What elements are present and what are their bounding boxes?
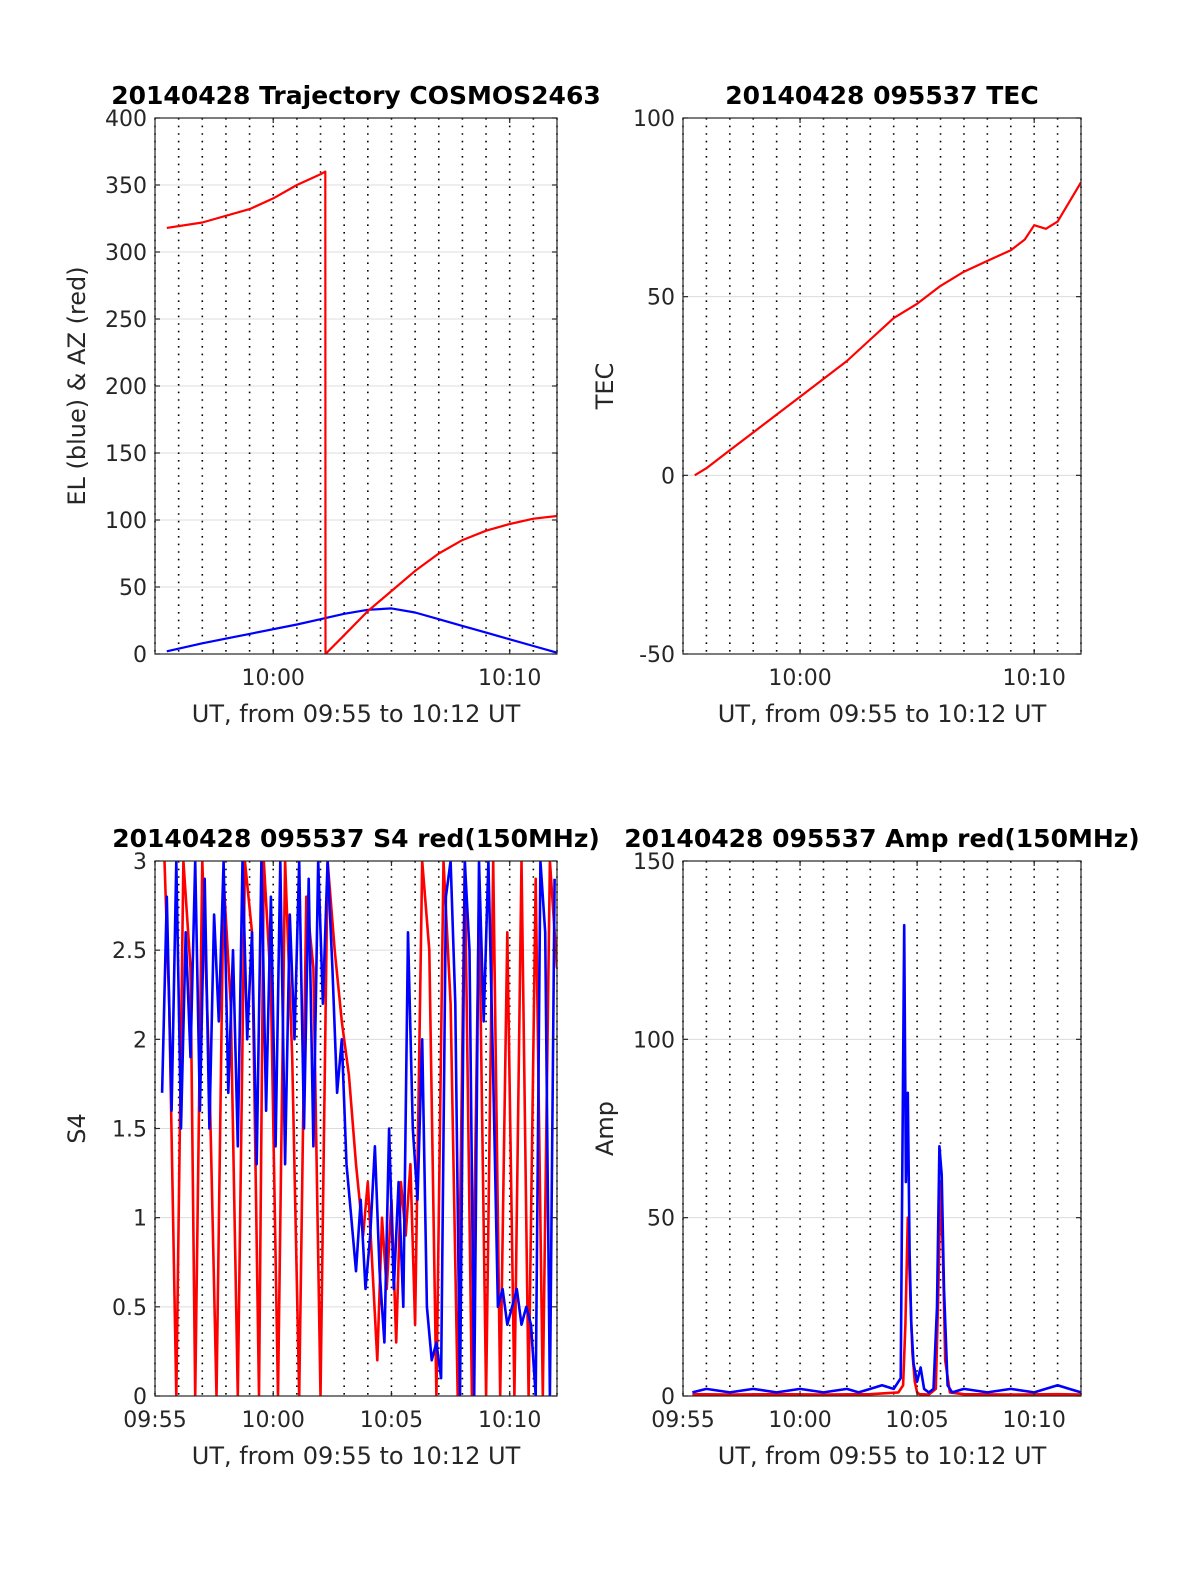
y-axis-label: Amp [591, 1101, 619, 1156]
y-tick-label: 100 [633, 1028, 675, 1053]
y-tick-label: 200 [105, 375, 147, 400]
y-tick-label: 100 [633, 107, 675, 132]
y-tick-label: 0.5 [112, 1296, 147, 1321]
y-tick-label: 0 [133, 1385, 147, 1410]
y-tick-label: 0 [661, 464, 675, 489]
chart-amp: 20140428 095537 Amp red(150MHz) UT, from… [591, 824, 1140, 1470]
x-axis-label: UT, from 09:55 to 10:12 UT [192, 700, 521, 728]
y-tick-label: 1.5 [112, 1118, 147, 1143]
y-axis-label: S4 [63, 1113, 91, 1144]
y-tick-label: 0 [661, 1385, 675, 1410]
y-tick-label: 250 [105, 308, 147, 333]
x-axis-label: UT, from 09:55 to 10:12 UT [718, 700, 1047, 728]
axes-frame [682, 117, 1082, 655]
y-tick-label: 2 [133, 1028, 147, 1053]
blue-series-line [166, 607, 557, 654]
y-tick-label: 3 [133, 850, 147, 875]
y-tick-label: 50 [647, 286, 675, 311]
x-tick-label: 10:00 [768, 666, 831, 691]
series-group [694, 181, 1081, 477]
chart-title: 20140428 095537 S4 red(150MHz) [112, 824, 600, 853]
x-tick-label: 10:00 [768, 1408, 831, 1433]
x-tick-label: 10:05 [885, 1408, 948, 1433]
series-group [166, 170, 557, 654]
chart-s4: 20140428 095537 S4 red(150MHz) UT, from … [63, 824, 600, 1470]
chart-tec: 20140428 095537 TEC UT, from 09:55 to 10… [591, 81, 1082, 728]
y-tick-label: 400 [105, 107, 147, 132]
y-axis-label: TEC [591, 363, 619, 411]
y-tick-label: 350 [105, 174, 147, 199]
axes-frame [682, 860, 1082, 1397]
y-tick-label: 100 [105, 509, 147, 534]
x-tick-label: 10:10 [1002, 666, 1065, 691]
blue-series-line [692, 923, 1081, 1394]
y-tick-label: 150 [633, 850, 675, 875]
x-tick-label: 10:00 [242, 666, 305, 691]
series-group [160, 861, 557, 1396]
x-tick-label: 09:55 [651, 1408, 714, 1433]
x-tick-label: 10:05 [360, 1408, 423, 1433]
x-axis-label: UT, from 09:55 to 10:12 UT [718, 1442, 1047, 1470]
x-tick-label: 10:10 [1002, 1408, 1065, 1433]
red-series-line [694, 181, 1081, 477]
x-tick-label: 10:10 [478, 1408, 541, 1433]
x-tick-label: 09:55 [123, 1408, 186, 1433]
y-tick-label: 50 [119, 576, 147, 601]
y-tick-label: 0 [133, 643, 147, 668]
y-tick-label: -50 [639, 643, 675, 668]
x-tick-label: 10:00 [242, 1408, 305, 1433]
chart-trajectory: 20140428 Trajectory COSMOS2463 UT, from … [63, 81, 601, 728]
chart-title: 20140428 Trajectory COSMOS2463 [111, 81, 601, 110]
x-tick-label: 10:10 [478, 666, 541, 691]
y-tick-label: 2.5 [112, 939, 147, 964]
chart-title: 20140428 095537 TEC [725, 81, 1038, 110]
y-tick-label: 150 [105, 442, 147, 467]
y-tick-label: 50 [647, 1207, 675, 1232]
y-tick-label: 1 [133, 1207, 147, 1232]
y-tick-label: 300 [105, 241, 147, 266]
chart-title: 20140428 095537 Amp red(150MHz) [624, 824, 1140, 853]
x-axis-label: UT, from 09:55 to 10:12 UT [192, 1442, 521, 1470]
y-axis-label: EL (blue) & AZ (red) [63, 266, 91, 505]
blue-series-line [160, 861, 556, 1396]
red-series-line [166, 170, 557, 654]
